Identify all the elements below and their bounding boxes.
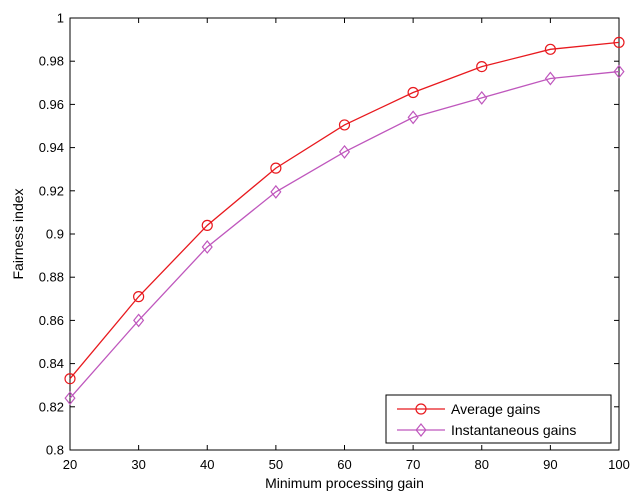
y-tick-label: 0.84	[39, 356, 64, 371]
y-axis: 0.8 0.82 0.84 0.86 0.88 0.9 0.92 0.94 0.96 0.98 1	[39, 11, 619, 458]
series-line-0	[69, 41, 620, 380]
data-point-1	[201, 239, 213, 254]
series-layer	[64, 36, 625, 406]
data-point-0	[544, 43, 556, 55]
x-tick-label: 20	[63, 457, 77, 472]
data-point-0	[133, 291, 145, 303]
data-point-0	[270, 162, 282, 174]
x-tick-label: 50	[269, 457, 283, 472]
y-axis-label: Fairness index	[10, 188, 26, 279]
plot-area	[69, 17, 620, 451]
data-point-1	[338, 144, 351, 159]
data-point-1	[270, 184, 282, 199]
y-tick-label: 0.9	[46, 227, 64, 242]
data-point-1	[544, 71, 556, 86]
data-point-1	[476, 90, 488, 105]
x-axis: 20 30 40 50 60 70 80 90 100	[63, 18, 630, 472]
legend-marker-1	[415, 423, 427, 437]
y-tick-label: 0.86	[39, 313, 64, 328]
y-tick-label: 0.96	[39, 97, 64, 112]
legend: Average gains Instantaneous gains	[385, 394, 612, 444]
y-tick-label: 0.98	[39, 54, 64, 69]
x-tick-label: 80	[475, 457, 489, 472]
data-point-0	[64, 373, 76, 385]
data-point-1	[133, 313, 145, 328]
data-point-1	[407, 110, 419, 125]
x-tick-label: 70	[406, 457, 420, 472]
legend-box	[385, 394, 612, 444]
data-point-0	[338, 119, 351, 131]
data-point-0	[476, 60, 488, 73]
data-point-0	[201, 219, 213, 231]
y-tick-label: 0.92	[39, 183, 64, 198]
legend-label-average: Average gains	[451, 401, 540, 417]
x-tick-label: 40	[200, 457, 214, 472]
data-point-1	[613, 64, 625, 79]
data-point-1	[64, 391, 76, 406]
x-axis-label: Minimum processing gain	[265, 475, 424, 491]
legend-marker-0	[415, 403, 427, 415]
y-tick-label: 0.88	[39, 270, 64, 285]
y-tick-label: 0.82	[39, 399, 64, 414]
data-point-0	[407, 86, 419, 99]
y-tick-label: 1	[57, 11, 64, 26]
y-tick-label: 0.94	[39, 140, 64, 155]
x-tick-label: 60	[337, 457, 351, 472]
x-tick-label: 100	[608, 457, 630, 472]
y-tick-label: 0.8	[46, 443, 64, 458]
x-tick-label: 90	[543, 457, 557, 472]
series-line-1	[69, 70, 620, 399]
x-tick-label: 30	[131, 457, 145, 472]
legend-items	[397, 403, 445, 437]
legend-label-instantaneous: Instantaneous gains	[451, 422, 576, 438]
data-point-0	[613, 36, 625, 49]
